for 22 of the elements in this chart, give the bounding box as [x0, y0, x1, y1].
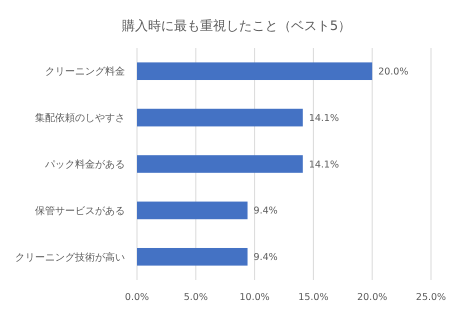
bar — [137, 248, 248, 266]
chart-title: 購入時に最も重視したこと（ベスト5） — [122, 19, 352, 34]
data-label: 9.4% — [254, 252, 278, 264]
x-tick-label: 10.0% — [240, 292, 270, 303]
y-tick-label: 集配依頼のしやすさ — [35, 112, 125, 124]
data-label: 20.0% — [378, 66, 408, 78]
x-tick-label: 0.0% — [124, 292, 150, 303]
x-tick-label: 15.0% — [298, 292, 328, 303]
x-tick-label: 20.0% — [357, 292, 388, 303]
y-tick-label: 保管サービスがある — [35, 206, 125, 217]
bar — [137, 108, 303, 126]
x-tick-label: 25.0% — [416, 292, 446, 303]
data-label: 14.1% — [308, 159, 340, 170]
bar — [137, 155, 303, 173]
y-tick-label: パック料金がある — [44, 158, 125, 170]
y-tick-label: クリーニング技術が高い — [15, 251, 125, 264]
x-tick-label: 5.0% — [184, 292, 208, 303]
bar — [137, 202, 248, 220]
data-label: 14.1% — [308, 112, 340, 124]
data-label: 9.4% — [254, 206, 278, 217]
y-tick-label: クリーニング料金 — [45, 66, 125, 78]
bar — [137, 62, 372, 80]
